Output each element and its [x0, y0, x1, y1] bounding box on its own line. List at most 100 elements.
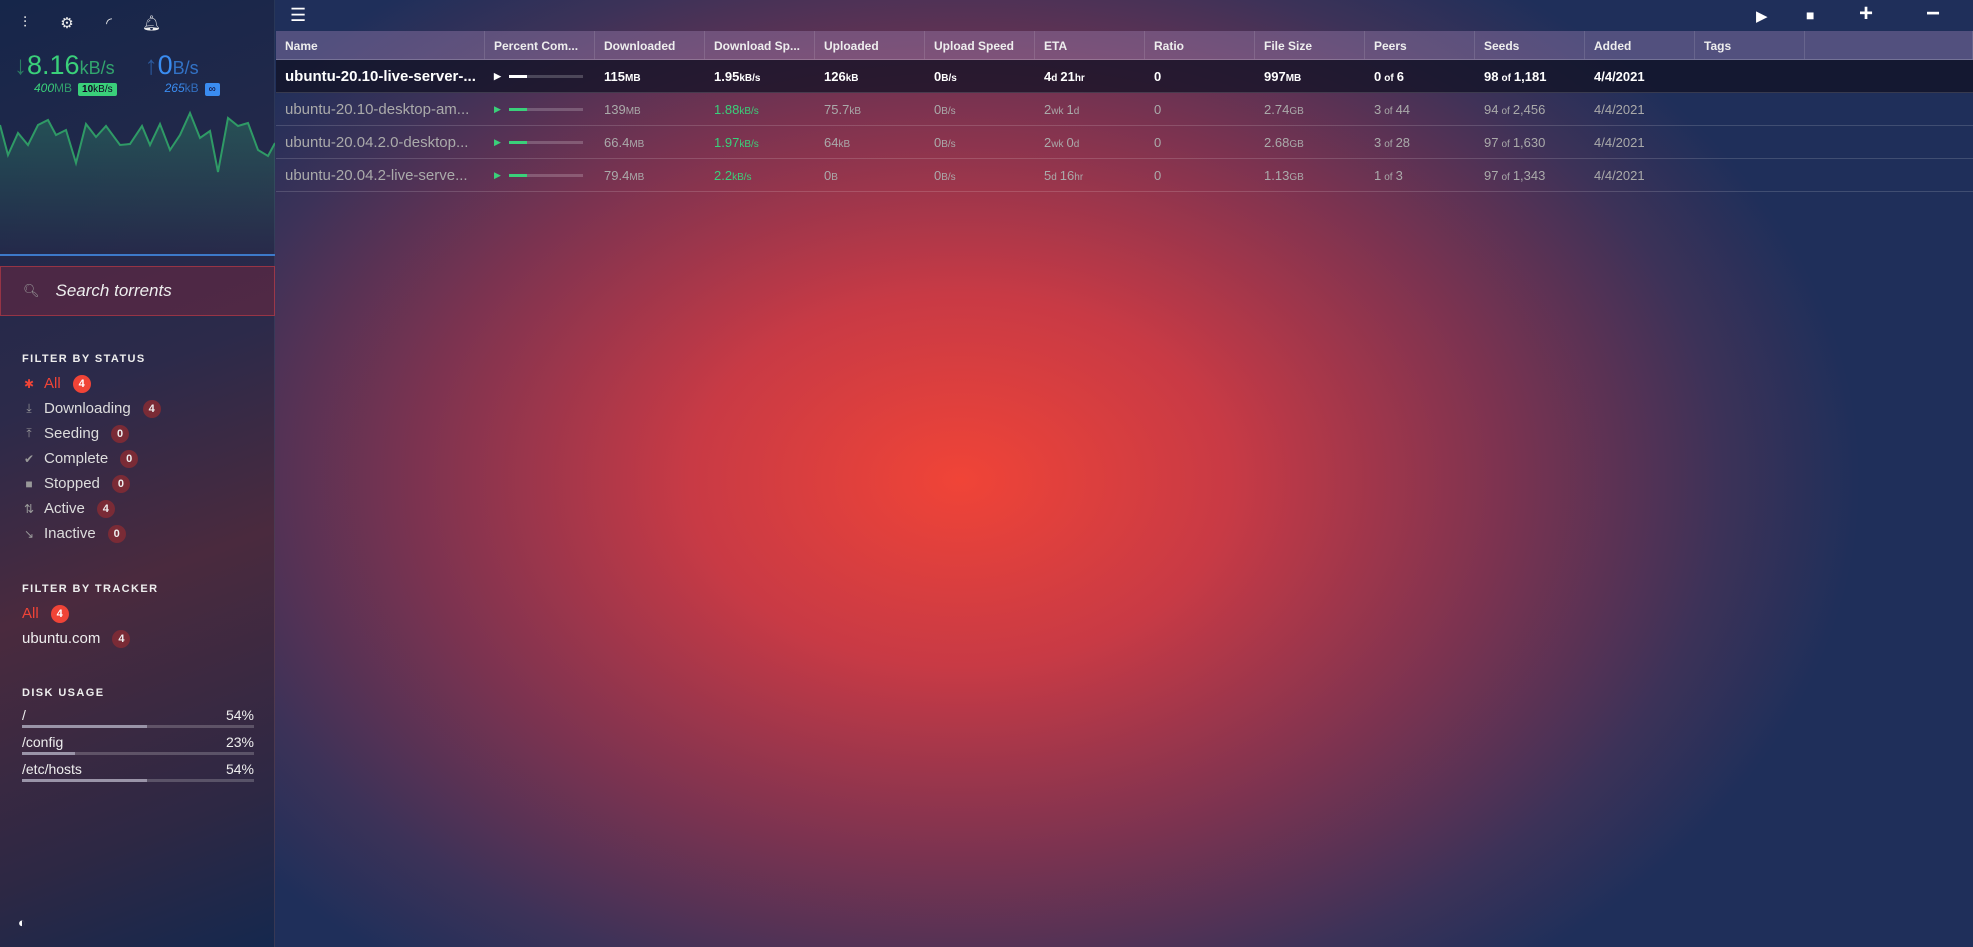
bell-icon[interactable]: 🔔︎ [142, 15, 162, 32]
peers: 3 of 44 [1365, 102, 1475, 117]
play-icon[interactable]: ▶ [494, 103, 501, 114]
gear-icon[interactable]: ⚙ [60, 15, 74, 32]
total: 2,456 [1512, 101, 1546, 117]
disk-bar-fill [22, 779, 148, 782]
of-label: of [1501, 105, 1510, 117]
disk-usage: DISK USAGE /54%/config 23%/etc/hosts 54% [22, 687, 254, 788]
column-header-percent-com[interactable]: Percent Com... [485, 31, 595, 59]
status-filter-inactive[interactable]: ↘ Inactive 0 [22, 521, 161, 546]
column-header-seeds[interactable]: Seeds [1475, 31, 1585, 59]
value: 75.7 [824, 101, 850, 117]
play-icon[interactable]: ▶ [494, 136, 501, 147]
value: 0 [1374, 68, 1382, 84]
filter-label: All [22, 605, 39, 622]
cell: 2.68GB [1255, 135, 1365, 150]
table-row[interactable]: ubuntu-20.04.2-live-serve... ▶ 79.4MB 2.2kB… [276, 159, 1973, 192]
unit: GB [1289, 105, 1304, 117]
check-icon: ✔ [23, 451, 35, 466]
seeds: 98 of 1,181 [1475, 69, 1585, 84]
arrow-up-icon: ↑ [144, 50, 158, 80]
column-header-upload-speed[interactable]: Upload Speed [925, 31, 1035, 59]
sidebar: ⫶ ⚙ ◜ 🔔︎ ↓8.16kB/s 400MB 10kB/s ↑0B/s 265… [0, 0, 275, 947]
column-filler [1805, 31, 1973, 59]
status-filter-seeding[interactable]: ⤒ Seeding 0 [22, 421, 161, 446]
menu-icon[interactable]: ☰ [290, 5, 307, 25]
stop-icon[interactable]: ■ [1806, 7, 1815, 23]
disk-item: /config 23% [22, 734, 254, 755]
speed-graph [0, 110, 275, 255]
column-header-uploaded[interactable]: Uploaded [815, 31, 925, 59]
download-speed: ↓8.16kB/s 400MB 10kB/s [14, 50, 117, 96]
column-header-file-size[interactable]: File Size [1255, 31, 1365, 59]
cell: 1.13GB [1255, 168, 1365, 183]
disk-percent: 54% [225, 707, 254, 723]
percent-complete: ▶ [485, 170, 595, 181]
count-badge: 4 [72, 374, 91, 393]
play-icon[interactable]: ▶ [494, 169, 501, 180]
column-header-ratio[interactable]: Ratio [1145, 31, 1255, 59]
download-icon: ⤓ [26, 401, 32, 415]
status-filter-active[interactable]: ⇅ Active 4 [22, 496, 161, 521]
status-filter-downloading[interactable]: ⤓ Downloading 4 [22, 396, 161, 421]
cell: 64kB [815, 135, 925, 150]
cell: 139MB [595, 102, 705, 117]
eta: 2wk 0d [1035, 135, 1145, 150]
status-filter-all[interactable]: ✱ All 4 [22, 371, 161, 396]
theme-toggle-icon[interactable]: ◐ [18, 915, 26, 930]
filter-label: All [44, 375, 61, 392]
peers: 1 of 3 [1365, 168, 1475, 183]
upload-limit[interactable]: ∞ [204, 83, 220, 96]
percent-complete: ▶ [485, 104, 595, 115]
torrent-name: ubuntu-20.04.2-live-serve... [285, 166, 468, 184]
eta-part: d [1051, 72, 1058, 84]
unit: GB [1289, 138, 1304, 150]
upload-speed: ↑0B/s 265kB ∞ [144, 50, 220, 96]
value: 97 [1484, 167, 1499, 183]
column-header-peers[interactable]: Peers [1365, 31, 1475, 59]
value: 1.97 [714, 134, 740, 150]
of-label: of [1501, 138, 1510, 150]
added: 4/4/2021 [1594, 68, 1645, 84]
eta: 4d 21hr [1035, 69, 1145, 84]
tracker-filter-item[interactable]: ubuntu.com 4 [22, 626, 158, 651]
column-header-added[interactable]: Added [1585, 31, 1695, 59]
rss-icon[interactable]: ◜ [106, 15, 112, 32]
eta-part: hr [1074, 171, 1084, 183]
add-icon[interactable]: + [1859, 0, 1874, 27]
tracker-filter-item[interactable]: All 4 [22, 601, 158, 626]
column-header-tags[interactable]: Tags [1695, 31, 1805, 59]
of-label: of [1384, 72, 1394, 84]
filter-label: Complete [44, 450, 109, 467]
value: 115 [604, 68, 625, 84]
table-row[interactable]: ubuntu-20.10-live-server-... ▶ 115MB 1.95kB… [276, 60, 1973, 93]
value: 98 [1484, 68, 1499, 84]
filter-label: Stopped [44, 475, 100, 492]
count-badge: 0 [120, 449, 139, 468]
mixer-icon[interactable]: ⫶ [23, 14, 27, 31]
search-input[interactable]: 🔍︎ Search torrents [0, 266, 275, 316]
value: 66.4 [604, 134, 630, 150]
status-filter-stopped[interactable]: ■ Stopped 0 [22, 471, 161, 496]
column-header-download-sp[interactable]: Download Sp... [705, 31, 815, 59]
disk-bar [22, 752, 254, 755]
disk-bar-fill [22, 752, 76, 755]
column-header-downloaded[interactable]: Downloaded [595, 31, 705, 59]
count-badge: 0 [111, 424, 130, 443]
table-row[interactable]: ubuntu-20.10-desktop-am... ▶ 139MB 1.88kB/s… [276, 93, 1973, 126]
status-filter-complete[interactable]: ✔ Complete 0 [22, 446, 161, 471]
of-label: of [1384, 105, 1393, 117]
column-header-name[interactable]: Name [276, 31, 485, 59]
column-header-eta[interactable]: ETA [1035, 31, 1145, 59]
start-icon[interactable]: ▶ [1756, 8, 1768, 25]
unit: GB [1289, 171, 1304, 183]
cell: 0B/s [925, 102, 1035, 117]
remove-icon[interactable]: − [1926, 0, 1941, 27]
filter-label: Downloading [44, 400, 131, 417]
toolbar: ☰ ▶ ■ + − [276, 0, 1973, 31]
ratio: 0 [1154, 68, 1162, 84]
download-limit[interactable]: 10kB/s [78, 83, 117, 96]
stop-icon: ■ [25, 476, 33, 491]
table-row[interactable]: ubuntu-20.04.2.0-desktop... ▶ 66.4MB 1.97kB… [276, 126, 1973, 159]
value: 94 [1484, 101, 1499, 117]
play-icon[interactable]: ▶ [494, 70, 501, 81]
